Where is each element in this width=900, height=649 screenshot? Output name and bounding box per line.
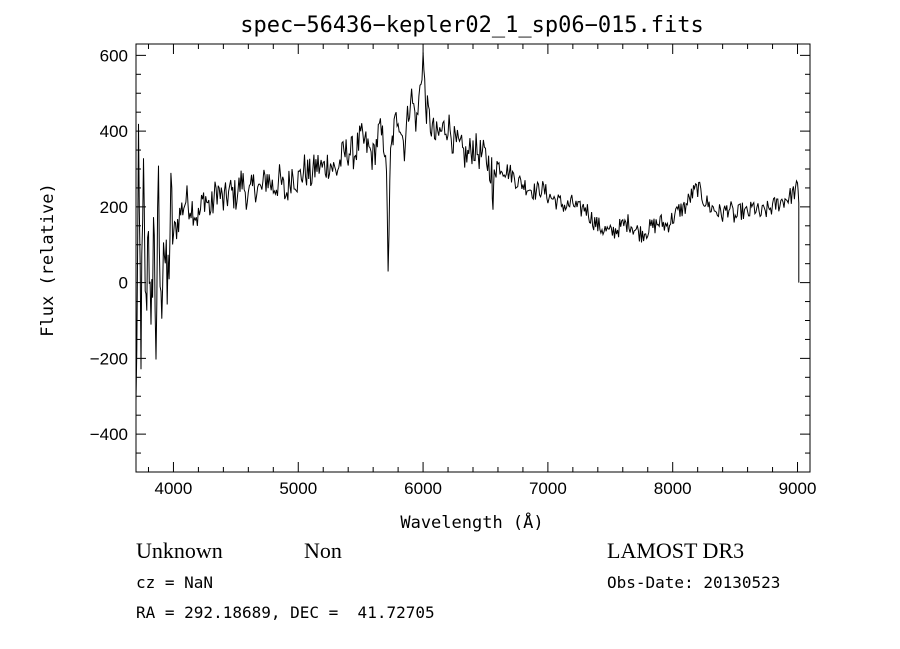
- x-tick-label: 8000: [654, 479, 692, 498]
- plot-frame: [135, 43, 811, 473]
- x-axis-label: Wavelength (Å): [400, 511, 543, 533]
- chart-title: spec−56436−kepler02_1_sp06−015.fits: [240, 13, 704, 38]
- observation-date: Obs-Date: 20130523: [607, 573, 781, 592]
- y-tick-label: −200: [90, 349, 128, 368]
- survey-name: LAMOST DR3: [607, 538, 745, 563]
- x-tick-label: 9000: [779, 479, 817, 498]
- cz-value: cz = NaN: [136, 573, 214, 592]
- y-axis-label: Flux (relative): [38, 183, 58, 337]
- x-tick-label: 5000: [279, 479, 317, 498]
- flux-series-line: [135, 52, 800, 402]
- object-subclass: Non: [304, 538, 342, 563]
- x-tick-label: 6000: [404, 479, 442, 498]
- ra-dec-coordinates: RA = 292.18689, DEC = 41.72705: [136, 603, 435, 622]
- x-tick-label: 4000: [155, 479, 193, 498]
- x-tick-label: 7000: [529, 479, 567, 498]
- axis-ticks: [136, 44, 810, 472]
- y-tick-label: 0: [119, 274, 128, 293]
- tick-labels: 4000 5000 6000 7000 8000 9000 −400 −200 0 200 400 6…: [90, 46, 817, 498]
- y-tick-label: 600: [100, 46, 128, 65]
- y-tick-label: −400: [90, 425, 128, 444]
- y-tick-label: 400: [100, 122, 128, 141]
- y-tick-label: 200: [100, 198, 128, 217]
- object-class: Unknown: [136, 538, 223, 563]
